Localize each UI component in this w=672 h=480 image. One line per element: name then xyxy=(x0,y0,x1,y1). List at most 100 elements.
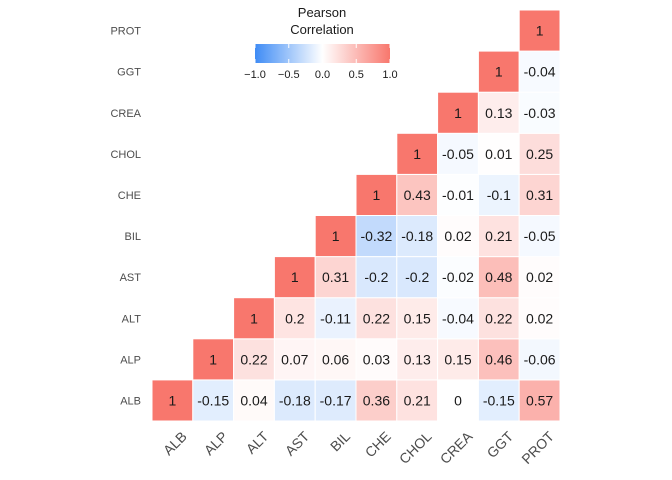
heatmap-cell-chol-bil xyxy=(396,215,439,258)
legend-title-line1: Pearson xyxy=(298,5,346,20)
cell-label-ggt-alp: 0.46 xyxy=(485,351,512,367)
cell-label-ast-ast: 1 xyxy=(291,269,299,285)
heatmap-cell-chol-alp xyxy=(396,338,439,381)
cell-label-alt-alt: 1 xyxy=(250,310,258,326)
cell-label-prot-ast: 0.02 xyxy=(526,269,553,285)
legend-tick-label: 0.0 xyxy=(315,69,330,81)
legend-tick-label: −0.5 xyxy=(278,69,300,81)
heatmap-cell-prot-crea xyxy=(518,91,561,134)
cell-label-ggt-bil: 0.21 xyxy=(485,228,512,244)
cell-label-crea-bil: 0.02 xyxy=(444,228,471,244)
cell-label-chol-alt: 0.15 xyxy=(404,310,431,326)
heatmap-cell-prot-alp xyxy=(518,338,561,381)
cell-label-ggt-alb: -0.15 xyxy=(483,392,515,408)
legend-tick-label: −1.0 xyxy=(244,69,266,81)
cell-label-che-che: 1 xyxy=(373,187,381,203)
y-tick-chol: CHOL xyxy=(110,149,141,161)
y-tick-prot: PROT xyxy=(110,26,141,38)
heatmap-cell-ggt-bil xyxy=(477,215,520,258)
y-tick-alt: ALT xyxy=(122,313,142,325)
heatmap-cell-prot-ast xyxy=(518,256,561,299)
x-tick-bil: BIL xyxy=(327,428,353,454)
cell-label-alp-alp: 1 xyxy=(209,351,217,367)
cell-label-chol-alb: 0.21 xyxy=(404,392,431,408)
cell-label-chol-ast: -0.2 xyxy=(405,269,429,285)
cell-label-crea-ast: -0.02 xyxy=(442,269,474,285)
y-tick-che: CHE xyxy=(118,190,141,202)
cell-label-prot-crea: -0.03 xyxy=(524,105,556,121)
heatmap-cell-alb-alb xyxy=(151,379,194,422)
x-tick-alb: ALB xyxy=(160,428,190,458)
heatmap-cell-crea-ast xyxy=(437,256,479,299)
x-tick-crea: CREA xyxy=(437,428,476,467)
x-tick-ast: AST xyxy=(282,428,313,459)
heatmap-cell-alp-alp xyxy=(192,338,235,381)
x-tick-alp: ALP xyxy=(201,428,231,458)
cell-label-prot-bil: -0.05 xyxy=(524,228,556,244)
heatmap-cells: 1 -0.15 1 0.04 0.22 1 -0.18 0.07 0.21 -0.17 0.06 -0… xyxy=(151,9,561,422)
cell-label-che-alp: 0.03 xyxy=(363,351,390,367)
x-tick-che: CHE xyxy=(362,428,394,460)
heatmap-cell-alt-alb xyxy=(233,379,275,422)
cell-label-bil-alb: -0.17 xyxy=(320,392,352,408)
cell-label-ggt-che: -0.1 xyxy=(487,187,511,203)
heatmap-cell-ggt-che xyxy=(477,173,520,216)
x-tick-prot: PROT xyxy=(518,428,557,467)
heatmap-cell-ast-alb xyxy=(273,379,316,422)
y-tick-bil: BIL xyxy=(124,231,141,243)
cell-label-prot-alt: 0.02 xyxy=(526,310,553,326)
cell-label-prot-alb: 0.57 xyxy=(526,392,553,408)
heatmap-cell-che-alb xyxy=(355,379,398,422)
cell-label-chol-alp: 0.13 xyxy=(404,351,431,367)
heatmap-cell-chol-che xyxy=(396,173,439,216)
cell-label-ggt-alt: 0.22 xyxy=(485,310,512,326)
heatmap-cell-prot-prot xyxy=(518,9,561,52)
y-tick-alb: ALB xyxy=(120,395,141,407)
cell-label-chol-chol: 1 xyxy=(413,146,421,162)
y-tick-ast: AST xyxy=(120,272,142,284)
heatmap-cell-ggt-alt xyxy=(477,297,520,340)
cell-label-ggt-crea: 0.13 xyxy=(485,105,512,121)
heatmap-cell-che-ast xyxy=(355,256,398,299)
heatmap-cell-chol-chol xyxy=(396,132,439,175)
cell-label-bil-alt: -0.11 xyxy=(320,310,351,326)
heatmap-cell-prot-chol xyxy=(518,132,561,175)
legend-tick-label: 1.0 xyxy=(382,69,397,81)
cell-label-alt-alp: 0.22 xyxy=(240,351,267,367)
cell-label-crea-che: -0.01 xyxy=(442,187,474,203)
heatmap-cell-crea-bil xyxy=(437,215,479,258)
heatmap-cell-che-che xyxy=(355,173,398,216)
cell-label-prot-che: 0.31 xyxy=(526,187,553,203)
cell-label-crea-chol: -0.05 xyxy=(442,146,474,162)
heatmap-cell-prot-alb xyxy=(518,379,561,422)
heatmap-cell-alt-alt xyxy=(233,297,275,340)
legend-tick-label: 0.5 xyxy=(349,69,364,81)
y-axis-ticks: ALB ALP ALT AST BIL CHE CHOL CREA GGT PROT xyxy=(110,26,141,408)
heatmap-cell-ggt-alb xyxy=(477,379,520,422)
x-axis-ticks: ALB ALP ALT AST BIL CHE CHOL CREA GGT PROT xyxy=(160,428,558,467)
cell-label-ggt-ggt: 1 xyxy=(495,64,503,80)
heatmap-cell-prot-ggt xyxy=(518,50,561,93)
heatmap-cell-ast-alp xyxy=(273,338,316,381)
cell-label-crea-crea: 1 xyxy=(454,105,462,121)
cell-label-ast-alb: -0.18 xyxy=(279,392,311,408)
legend-colorbar xyxy=(255,44,390,63)
cell-label-alp-alb: -0.15 xyxy=(197,392,229,408)
cell-label-chol-che: 0.43 xyxy=(404,187,431,203)
cell-label-alt-alb: 0.04 xyxy=(240,392,267,408)
cell-label-prot-ggt: -0.04 xyxy=(524,64,556,80)
cell-label-crea-alb: 0 xyxy=(454,392,462,408)
cell-label-prot-alp: -0.06 xyxy=(524,351,556,367)
heatmap-cell-prot-che xyxy=(518,173,561,216)
legend-ticks: −1.0 −0.5 0.0 0.5 1.0 xyxy=(244,44,398,81)
heatmap-cell-che-alt xyxy=(355,297,398,340)
heatmap-cell-prot-bil xyxy=(518,215,561,258)
x-tick-ggt: GGT xyxy=(484,428,517,461)
heatmap-cell-bil-ast xyxy=(314,256,357,299)
heatmap-cell-prot-alt xyxy=(518,297,561,340)
heatmap-cell-bil-bil xyxy=(314,215,357,258)
cell-label-bil-alp: 0.06 xyxy=(322,351,349,367)
heatmap-cell-che-alp xyxy=(355,338,398,381)
cell-label-ast-alp: 0.07 xyxy=(281,351,308,367)
